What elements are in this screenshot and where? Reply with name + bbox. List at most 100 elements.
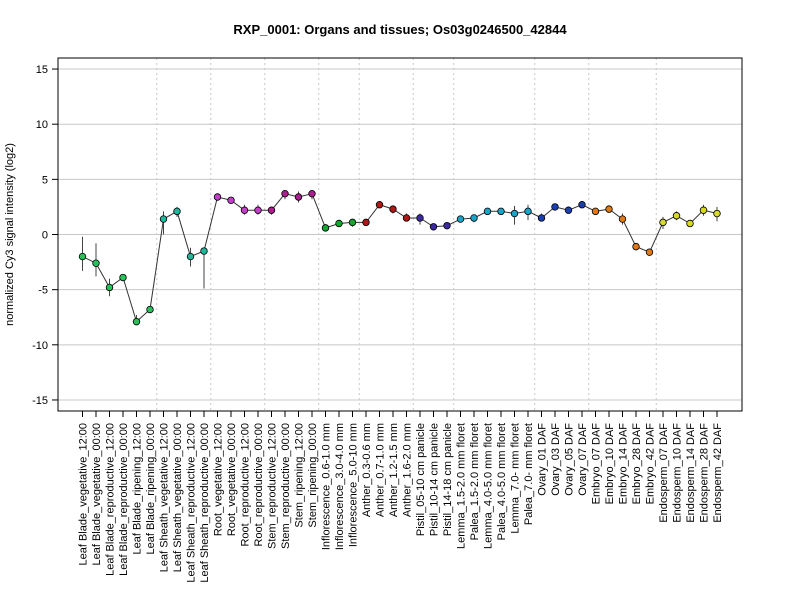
x-axis: Leaf Blade_vegetative_12:00 Leaf Blade_ve… xyxy=(78,411,724,583)
data-point xyxy=(308,189,316,198)
data-point xyxy=(348,218,357,227)
data-point xyxy=(618,215,627,223)
data-point xyxy=(686,219,694,228)
data-point xyxy=(551,203,559,211)
data-point xyxy=(362,218,370,227)
data-point xyxy=(335,219,343,228)
data-point xyxy=(699,206,708,214)
group-separators xyxy=(156,58,657,411)
x-tick-label: Leaf Sheath_vegetative_00:00 xyxy=(172,423,184,572)
y-tick-label: 0 xyxy=(42,230,48,242)
x-tick-label: Embryo_28 DAF xyxy=(631,423,643,505)
y-axis: -15 -10 -5 0 5 10 15 xyxy=(32,64,58,407)
data-point xyxy=(524,207,532,216)
x-tick-label: Leaf Sheath_vegetative_12:00 xyxy=(159,423,171,572)
data-point xyxy=(375,201,384,209)
grid-lines xyxy=(58,68,742,401)
y-tick-label: 10 xyxy=(36,119,48,131)
data-point xyxy=(416,214,424,222)
x-tick-label: Palea_4.0-5.0 mm floret xyxy=(496,423,508,540)
x-tick-label: Embryo_10 DAF xyxy=(604,423,616,505)
x-tick-label: Anther_0.3-0.6 mm xyxy=(361,423,373,517)
data-point xyxy=(159,215,168,223)
data-point xyxy=(632,242,640,251)
x-tick-label: Ovary_01 DAF xyxy=(537,423,549,496)
x-tick-label: Leaf Blade_ripening_12:00 xyxy=(132,423,144,555)
data-point xyxy=(402,214,411,222)
x-tick-label: Pistil_14-18 cm panicle xyxy=(442,423,454,536)
data-point xyxy=(605,205,613,213)
data-point xyxy=(470,214,478,222)
data-point xyxy=(713,209,721,218)
expression-series xyxy=(78,189,721,326)
x-tick-label: Root_vegetative_00:00 xyxy=(226,423,238,536)
data-point xyxy=(173,207,181,216)
x-tick-label: Stem_reproductive_00:00 xyxy=(280,423,292,549)
data-point xyxy=(281,189,289,198)
x-tick-label: Embryo_42 DAF xyxy=(645,423,657,505)
x-tick-label: Inflorescence_3.0-4.0 mm xyxy=(334,423,346,550)
x-tick-label: Embryo_14 DAF xyxy=(618,423,630,505)
data-point xyxy=(132,317,141,326)
x-tick-label: Lemma_7.0- mm floret xyxy=(510,423,522,534)
x-tick-label: Leaf Blade_reproductive_00:00 xyxy=(118,423,130,576)
data-point xyxy=(78,252,87,261)
data-point xyxy=(294,193,303,201)
x-tick-label: Ovary_03 DAF xyxy=(550,423,562,496)
data-point xyxy=(92,259,100,267)
data-point xyxy=(510,209,519,218)
data-point xyxy=(429,223,438,231)
data-point xyxy=(254,206,262,214)
data-point xyxy=(389,205,397,213)
x-tick-label: Palea_1.5-2.0 mm floret xyxy=(469,423,481,540)
data-point xyxy=(578,201,586,209)
data-point xyxy=(672,212,681,220)
x-tick-label: Leaf Blade_vegetative_00:00 xyxy=(91,423,103,566)
data-point xyxy=(645,248,654,256)
x-tick-label: Embryo_07 DAF xyxy=(591,423,603,505)
data-point xyxy=(119,273,127,282)
x-tick-label: Ovary_07 DAF xyxy=(577,423,589,496)
y-tick-label: 5 xyxy=(42,174,48,186)
data-point xyxy=(497,207,505,216)
data-point xyxy=(659,218,667,227)
x-tick-label: Leaf Blade_ripening_00:00 xyxy=(145,423,157,555)
x-tick-label: Endosperm_07 DAF xyxy=(658,423,670,523)
data-point xyxy=(213,193,222,201)
y-tick-label: -5 xyxy=(38,285,48,297)
y-tick-label: 15 xyxy=(36,64,48,76)
x-tick-label: Anther_0.7-1.0 mm xyxy=(375,423,387,517)
x-tick-label: Ovary_05 DAF xyxy=(564,423,576,496)
x-tick-label: Stem_ripening_00:00 xyxy=(307,423,319,528)
data-point xyxy=(321,224,330,232)
data-point xyxy=(456,215,465,223)
data-point xyxy=(146,305,154,314)
x-tick-label: Root_reproductive_00:00 xyxy=(253,423,265,547)
data-point xyxy=(200,247,208,255)
x-tick-label: Leaf Sheath_reproductive_00:00 xyxy=(199,423,211,583)
x-tick-label: Lemma_4.0-5.0 mm floret xyxy=(483,423,495,549)
data-point xyxy=(105,283,114,292)
x-tick-label: Leaf Blade_reproductive_12:00 xyxy=(105,423,117,576)
x-tick-label: Anther_1.6-2.0 mm xyxy=(402,423,414,517)
x-tick-label: Root_reproductive_12:00 xyxy=(240,423,252,547)
data-point xyxy=(443,221,451,230)
y-tick-label: -15 xyxy=(32,395,48,407)
x-tick-label: Inflorescence_0.6-1.0 mm xyxy=(321,423,333,550)
data-point xyxy=(227,196,235,205)
y-axis-label: normalized Cy3 signal intensity (log2) xyxy=(4,143,16,326)
chart-title: RXP_0001: Organs and tissues; Os03g02465… xyxy=(233,22,567,37)
x-tick-label: Endosperm_28 DAF xyxy=(699,423,711,523)
x-tick-label: Palea_7.0- mm floret xyxy=(523,423,535,525)
x-tick-label: Root_vegetative_12:00 xyxy=(213,423,225,536)
data-point xyxy=(267,206,276,214)
y-tick-label: -10 xyxy=(32,340,48,352)
plot-frame xyxy=(57,57,743,412)
data-point xyxy=(591,207,600,216)
x-tick-label: Anther_1.2-1.5 mm xyxy=(388,423,400,517)
data-point xyxy=(564,206,573,214)
x-tick-label: Endosperm_14 DAF xyxy=(685,423,697,523)
data-point xyxy=(240,206,249,214)
data-point xyxy=(186,252,195,261)
